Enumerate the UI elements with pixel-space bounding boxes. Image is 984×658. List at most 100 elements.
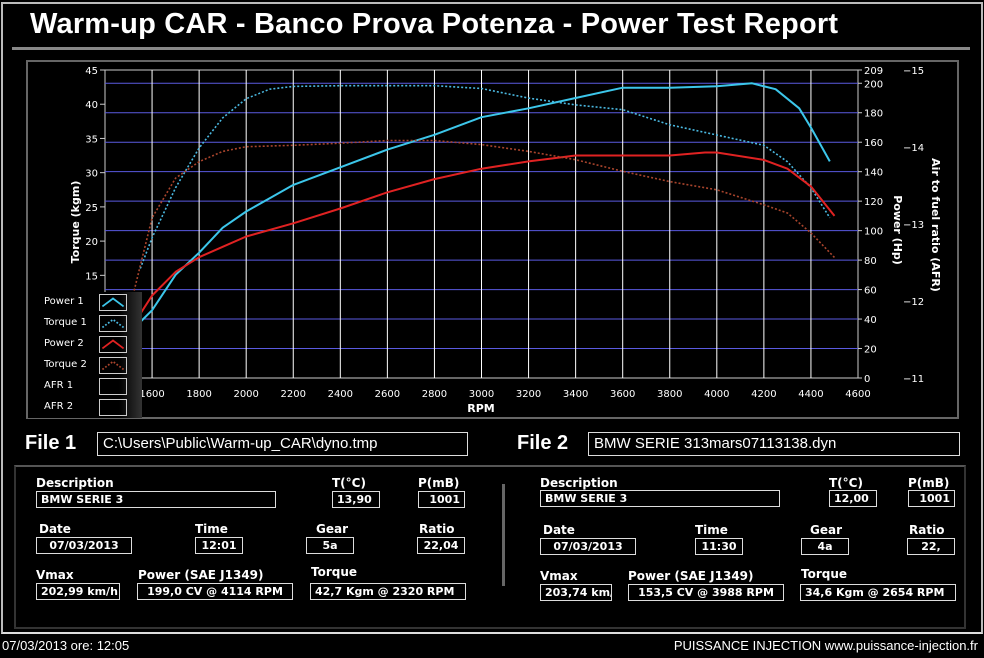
legend-item-torque1[interactable]: Torque 1: [28, 314, 142, 335]
run2-time-field[interactable]: 11:30: [695, 538, 743, 555]
solid-line-cyan-icon: [99, 294, 127, 311]
legend-item-power1[interactable]: Power 1: [28, 293, 142, 314]
file1-path-field[interactable]: C:\Users\Public\Warm-up_CAR\dyno.tmp: [97, 432, 468, 456]
y-left-tick-label: 20: [85, 237, 98, 248]
legend-label: Power 2: [44, 338, 84, 349]
chart-legend: Power 1 Torque 1 Power 2 Torque 2 AFR 1 …: [28, 292, 142, 418]
run2-vmax-field[interactable]: 203,74 km/: [540, 584, 612, 601]
report-frame: [1, 2, 983, 634]
run1-description-field[interactable]: BMW SERIE 3: [36, 491, 276, 508]
x-tick-label: 2600: [375, 389, 400, 400]
run1-temp-field[interactable]: 13,90: [332, 491, 380, 508]
y-right-tick-label: 160: [864, 138, 883, 149]
x-tick-label: 3000: [469, 389, 494, 400]
run1-vmax-field[interactable]: 202,99 km/h: [36, 583, 120, 600]
run2-power-label: Power (SAE J1349): [628, 569, 754, 583]
run2-description-field[interactable]: BMW SERIE 3: [540, 490, 780, 507]
y-axis-right-label: Power (Hp): [891, 195, 904, 265]
footer-timestamp: 07/03/2013 ore: 12:05: [2, 638, 130, 653]
run2-description-label: Description: [540, 476, 618, 490]
y-axis-left-label: Torque (kgm): [69, 181, 82, 264]
run2-vmax-label: Vmax: [540, 569, 578, 583]
y-right-tick-label: 80: [864, 256, 877, 267]
x-tick-label: 2400: [328, 389, 353, 400]
legend-label: Torque 1: [44, 317, 87, 328]
run1-pressure-field[interactable]: 1001: [418, 491, 465, 508]
x-tick-label: 3600: [610, 389, 635, 400]
dotted-line-cyan-icon: [99, 315, 127, 332]
run1-vmax-label: Vmax: [36, 568, 74, 582]
run2-gear-field[interactable]: 4a: [801, 538, 849, 555]
y-right-tick-label: 60: [864, 286, 877, 297]
legend-label: Power 1: [44, 296, 84, 307]
y-right-tick-label: 100: [864, 227, 883, 238]
series-line-torque-1: [139, 84, 831, 269]
footer-brand: PUISSANCE INJECTION www.puissance-inject…: [673, 638, 978, 653]
series-line-power-2: [137, 151, 836, 319]
y-right-tick-label: 20: [864, 345, 877, 356]
y-right2-tick-label: −14: [903, 143, 924, 154]
run2-ratio-label: Ratio: [909, 523, 945, 537]
series-line-power-1: [139, 82, 831, 323]
legend-item-power2[interactable]: Power 2: [28, 335, 142, 356]
series-line-torque-2: [132, 139, 836, 295]
run2-torque-field[interactable]: 34,6 Kgm @ 2654 RPM: [800, 584, 956, 601]
panel-divider: [502, 484, 505, 586]
x-tick-label: 3200: [516, 389, 541, 400]
y-right-tick-label: 200: [864, 79, 883, 90]
y-left-tick-label: 30: [85, 169, 98, 180]
x-axis-label: RPM: [467, 402, 494, 415]
run1-description-label: Description: [36, 476, 114, 490]
file2-path-field[interactable]: BMW SERIE 313mars07113138.dyn: [588, 432, 960, 456]
y-right-tick-label: 40: [864, 315, 877, 326]
run1-temp-label: T(°C): [332, 476, 366, 490]
y-right-tick-label: 120: [864, 197, 883, 208]
run2-date-label: Date: [543, 523, 575, 537]
run2-time-label: Time: [695, 523, 728, 537]
x-tick-label: 2800: [422, 389, 447, 400]
run2-temp-field[interactable]: 12,00: [829, 490, 877, 507]
legend-item-torque2[interactable]: Torque 2: [28, 356, 142, 377]
y-left-tick-label: 45: [85, 66, 98, 77]
x-tick-label: 4000: [704, 389, 729, 400]
legend-item-afr1[interactable]: AFR 1: [28, 377, 142, 398]
run1-torque-label: Torque: [311, 565, 358, 579]
run2-power-field[interactable]: 153,5 CV @ 3988 RPM: [628, 584, 784, 601]
y-right-tick-label: 140: [864, 168, 883, 179]
legend-item-afr2[interactable]: AFR 2: [28, 398, 142, 419]
run1-ratio-label: Ratio: [419, 522, 455, 536]
y-right2-tick-label: −15: [903, 66, 924, 77]
file1-label: File 1: [25, 432, 77, 454]
x-tick-label: 3800: [657, 389, 682, 400]
run1-date-field[interactable]: 07/03/2013: [36, 537, 132, 554]
run2-date-field[interactable]: 07/03/2013: [540, 538, 636, 555]
legend-label: Torque 2: [44, 359, 87, 370]
title-divider: [12, 47, 970, 50]
run2-pressure-field[interactable]: 1001: [908, 490, 955, 507]
y-right2-tick-label: −12: [903, 297, 924, 308]
y-left-tick-label: 35: [85, 134, 98, 145]
run1-torque-field[interactable]: 42,7 Kgm @ 2320 RPM: [310, 583, 466, 600]
legend-label: AFR 2: [44, 401, 74, 412]
run1-power-label: Power (SAE J1349): [138, 568, 264, 582]
run2-pressure-label: P(mB): [908, 476, 950, 490]
run1-ratio-field[interactable]: 22,04: [417, 537, 465, 554]
run2-gear-label: Gear: [810, 523, 843, 537]
report-title: Warm-up CAR - Banco Prova Potenza - Powe…: [30, 8, 839, 40]
run1-power-field[interactable]: 199,0 CV @ 4114 RPM: [137, 583, 293, 600]
y-right2-tick-label: −11: [903, 374, 924, 385]
y-right-tick-label: 209: [864, 66, 883, 77]
solid-line-red-icon: [99, 336, 127, 353]
y-left-tick-label: 25: [85, 203, 98, 214]
x-tick-label: 2200: [281, 389, 306, 400]
run1-time-field[interactable]: 12:01: [195, 537, 243, 554]
x-tick-label: 1800: [186, 389, 211, 400]
x-tick-label: 4200: [751, 389, 776, 400]
x-tick-label: 2000: [233, 389, 258, 400]
y-left-tick-label: 15: [85, 271, 98, 282]
y-right2-tick-label: −13: [903, 220, 924, 231]
run1-gear-field[interactable]: 5a: [306, 537, 354, 554]
run2-ratio-field[interactable]: 22,: [907, 538, 955, 555]
empty-swatch-icon: [99, 399, 127, 416]
run2-torque-label: Torque: [801, 567, 848, 581]
